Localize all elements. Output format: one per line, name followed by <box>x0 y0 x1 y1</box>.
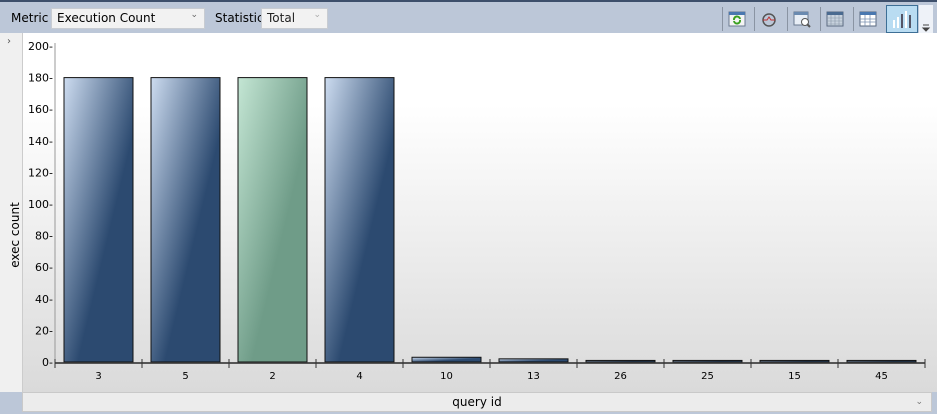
y-tick-label: 60- <box>35 261 53 274</box>
bar-26 <box>585 359 656 363</box>
bar-45 <box>846 359 917 363</box>
x-tick-label: 13 <box>527 371 540 382</box>
chevron-down-icon: ⌄ <box>313 10 321 20</box>
x-tick-label: 45 <box>875 371 888 382</box>
statistic-value: Total <box>267 11 296 25</box>
chevron-down-icon: ⌄ <box>190 10 198 20</box>
metric-value: Execution Count <box>57 11 156 25</box>
y-tick-label: 20- <box>35 324 53 337</box>
statistic-dropdown[interactable]: Total ⌄ <box>261 8 328 29</box>
x-tick-label: 10 <box>440 371 453 382</box>
metric-label: Metric <box>11 11 49 25</box>
y-tick-label: 100- <box>28 198 53 211</box>
track-query-icon[interactable] <box>758 8 780 30</box>
table-icon[interactable] <box>857 8 879 30</box>
x-tick-label: 15 <box>788 371 801 382</box>
bar-3 <box>63 77 134 363</box>
x-tick-label: 5 <box>182 371 188 382</box>
y-tick-label: 180- <box>28 72 53 85</box>
divider <box>853 7 854 31</box>
y-tick-label: 160- <box>28 103 53 116</box>
bar-4 <box>324 77 395 363</box>
bar-13 <box>498 358 569 363</box>
x-tick-label: 2 <box>269 371 275 382</box>
bar-25 <box>672 359 743 363</box>
y-tick-label: 0- <box>42 356 53 369</box>
divider <box>722 7 723 31</box>
y-tick-label: 80- <box>35 230 53 243</box>
refresh-icon[interactable] <box>726 8 748 30</box>
y-tick-label: 140- <box>28 135 53 148</box>
grid-icon[interactable] <box>824 8 846 30</box>
x-tick-label: 25 <box>701 371 714 382</box>
y-tick-label: 40- <box>35 293 53 306</box>
bar-10 <box>411 356 482 363</box>
x-axis-label: query id <box>452 395 502 409</box>
divider <box>820 7 821 31</box>
expand-arrow-icon[interactable]: › <box>7 36 11 47</box>
y-tick-label: 200- <box>28 40 53 53</box>
metric-dropdown[interactable]: Execution Count ⌄ <box>51 8 205 29</box>
toolbar: Metric Execution Count ⌄ Statistic Total ⌄ <box>0 0 937 33</box>
chart-area: 0- 20- 40- 60- 80- 100- 120- 140- 160- 180- 200- 3 5… <box>23 33 937 392</box>
x-tick-label: 26 <box>614 371 627 382</box>
y-axis-label: exec count <box>8 202 22 268</box>
toolbar-overflow-button[interactable] <box>919 5 933 33</box>
x-axis-field-select[interactable]: query id ⌄ <box>22 392 932 412</box>
y-tick-label: 120- <box>28 166 53 179</box>
view-plan-icon[interactable] <box>791 8 813 30</box>
chevron-down-icon: ⌄ <box>915 397 923 407</box>
bar-5 <box>150 77 221 363</box>
x-tick-label: 4 <box>356 371 362 382</box>
collapsed-panel: › exec count <box>0 33 23 392</box>
chart-icon[interactable] <box>886 5 918 33</box>
bar-2 <box>237 77 308 363</box>
divider <box>754 7 755 31</box>
bar-chart: 0- 20- 40- 60- 80- 100- 120- 140- 160- 180- 200- 3 5… <box>28 40 926 382</box>
x-tick-label: 3 <box>95 371 101 382</box>
bar-15 <box>759 359 830 363</box>
statistic-label: Statistic <box>215 11 264 25</box>
divider <box>787 7 788 31</box>
